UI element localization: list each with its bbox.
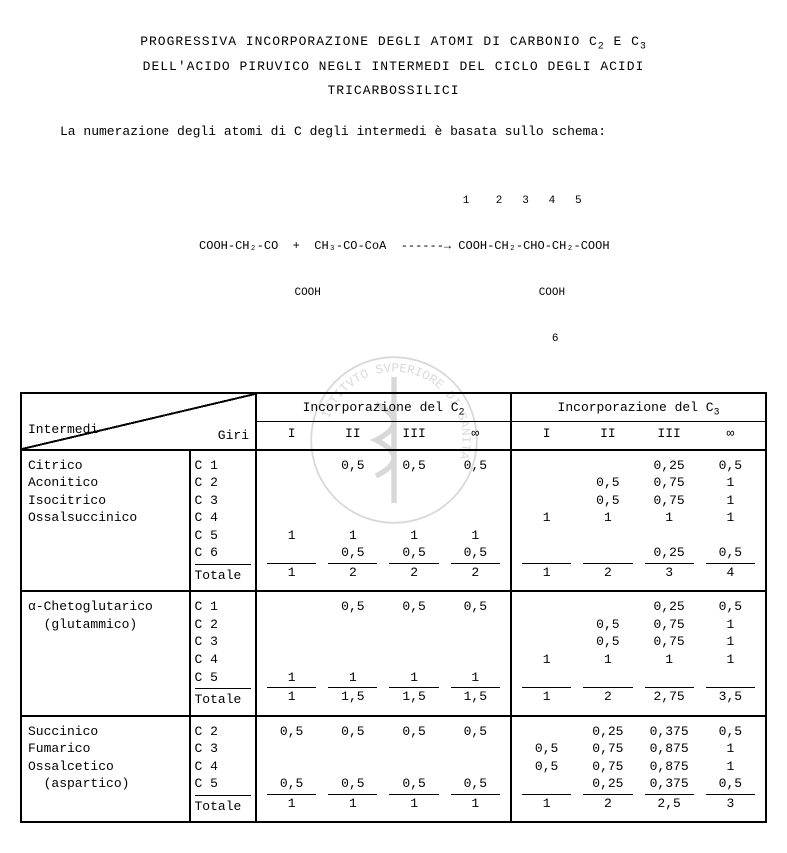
chemical-formula: 1 2 3 4 5 COOH-CH₂-CO + CH₃-CO-CoA -----… — [20, 163, 767, 362]
table-row: SuccinicoFumaricoOssalcetico (aspartico)… — [21, 716, 766, 823]
header-intermedi-giri: Intermedi Giri — [21, 393, 256, 450]
data-table: Intermedi Giri Incorporazione del C2 III… — [20, 392, 767, 824]
page-title: PROGRESSIVA INCORPORAZIONE DEGLI ATOMI D… — [20, 30, 767, 102]
header-c3: Incorporazione del C3 IIIIII∞ — [511, 393, 766, 450]
header-c2: Incorporazione del C2 IIIIII∞ — [256, 393, 511, 450]
table-row: CitricoAconiticoIsocitricoOssalsuccinico… — [21, 450, 766, 592]
subtitle: La numerazione degli atomi di C degli in… — [60, 122, 767, 143]
table-row: α-Chetoglutarico (glutammico)C 1C 2C 3C … — [21, 591, 766, 715]
